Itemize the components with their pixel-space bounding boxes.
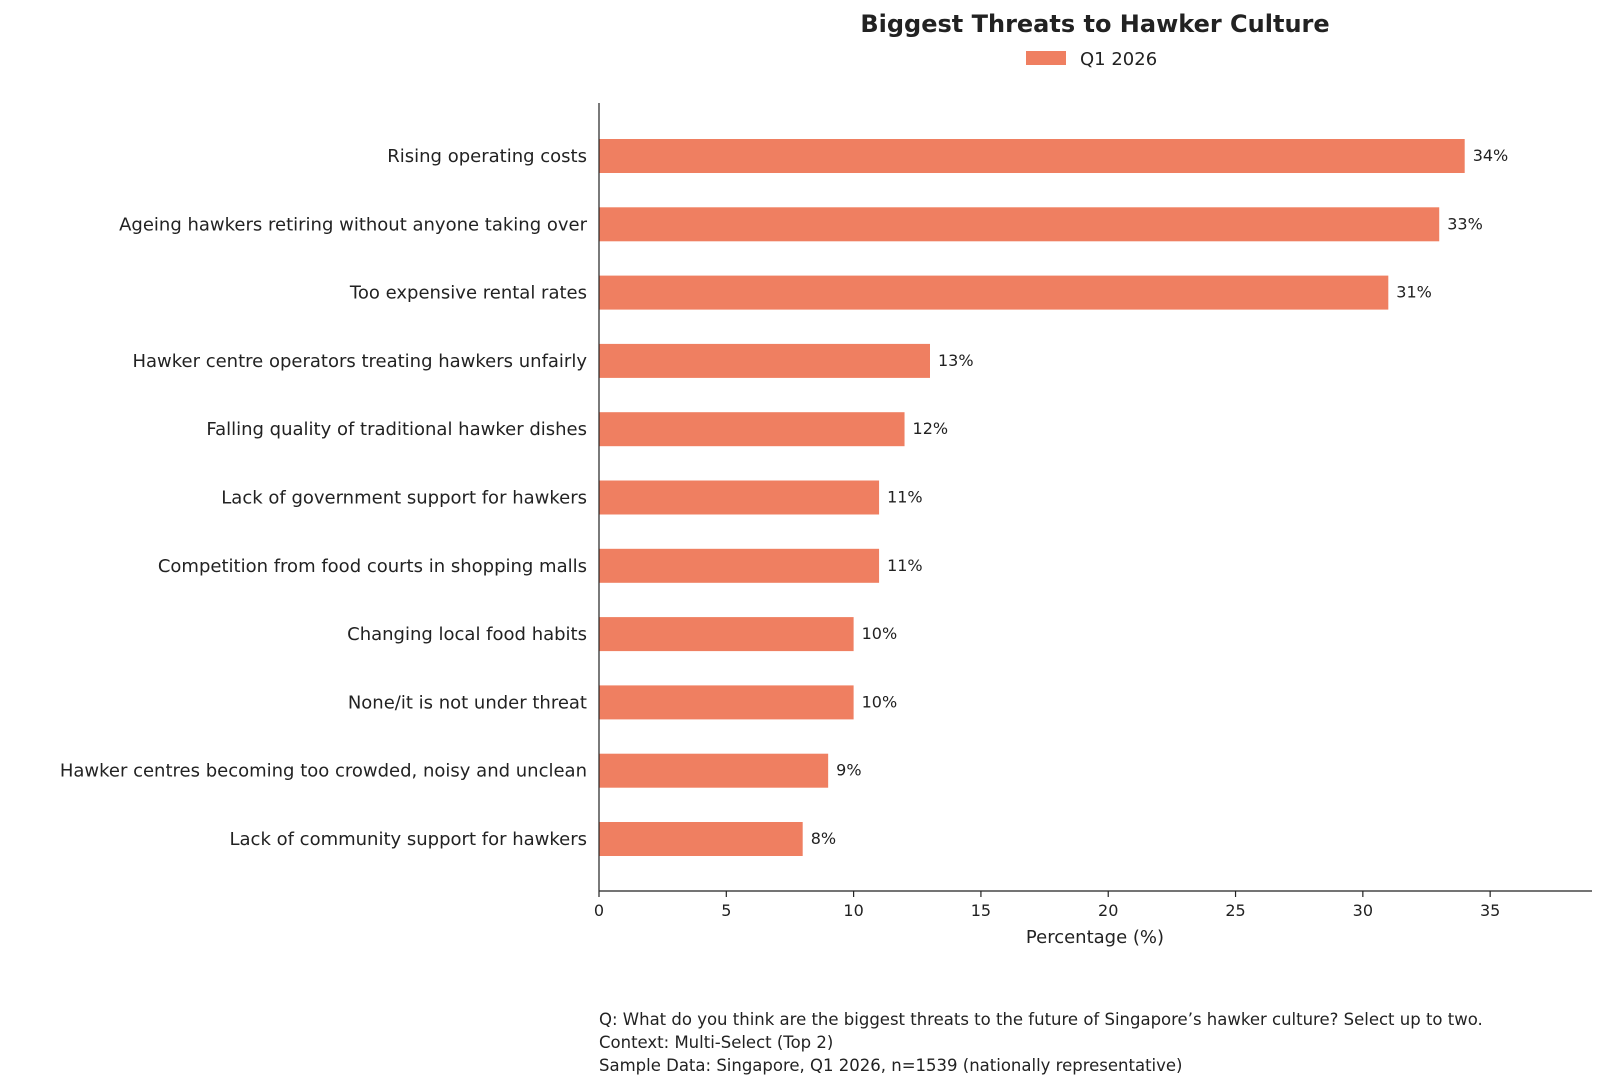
category-label: Hawker centre operators treating hawkers… <box>132 351 587 372</box>
data-label: 10% <box>862 692 898 711</box>
legend-label: Q1 2026 <box>1080 49 1157 70</box>
x-tick-label: 35 <box>1480 901 1500 920</box>
category-label: Changing local food habits <box>347 624 587 645</box>
category-label: Hawker centres becoming too crowded, noi… <box>60 761 587 782</box>
x-tick-label: 25 <box>1225 901 1245 920</box>
chart-title: Biggest Threats to Hawker Culture <box>860 10 1329 38</box>
bar <box>599 412 905 447</box>
bar <box>599 207 1440 242</box>
legend: Q1 2026 <box>1026 49 1157 70</box>
category-label: Lack of community support for hawkers <box>230 829 588 850</box>
category-label: Rising operating costs <box>387 146 587 167</box>
bars-layer <box>599 139 1465 856</box>
bar <box>599 343 930 378</box>
bar <box>599 480 880 515</box>
data-label: 34% <box>1473 146 1509 165</box>
category-label: Too expensive rental rates <box>349 283 587 304</box>
x-axis-ticks: 0 5 10 15 20 25 30 35 <box>594 891 1500 920</box>
data-label: 31% <box>1396 283 1432 302</box>
footnote-sample: Sample Data: Singapore, Q1 2026, n=1539 … <box>599 1056 1183 1075</box>
bar <box>599 548 880 583</box>
data-label: 12% <box>913 419 949 438</box>
legend-swatch <box>1026 51 1066 65</box>
data-label: 33% <box>1447 214 1483 233</box>
data-label: 13% <box>938 351 974 370</box>
bar <box>599 685 854 720</box>
bar <box>599 753 829 788</box>
data-label: 10% <box>862 624 898 643</box>
category-label: Falling quality of traditional hawker di… <box>206 419 587 440</box>
x-tick-label: 5 <box>721 901 731 920</box>
data-label: 8% <box>811 829 836 848</box>
category-labels: Rising operating costs Ageing hawkers ret… <box>60 146 588 850</box>
category-label: Lack of government support for hawkers <box>221 488 587 509</box>
footnote-question: Q: What do you think are the biggest thr… <box>599 1010 1483 1029</box>
value-labels: 34% 33% 31% 13% 12% 11% 11% 10% 10% 9% 8% <box>811 146 1509 848</box>
bar <box>599 822 803 856</box>
data-label: 11% <box>887 556 923 575</box>
footnotes: Q: What do you think are the biggest thr… <box>599 1010 1483 1075</box>
data-label: 9% <box>836 761 861 780</box>
data-label: 11% <box>887 488 923 507</box>
category-label: Ageing hawkers retiring without anyone t… <box>119 214 587 235</box>
category-label: None/it is not under threat <box>348 692 587 713</box>
x-tick-label: 20 <box>1098 901 1118 920</box>
x-tick-label: 0 <box>594 901 604 920</box>
x-tick-label: 30 <box>1353 901 1373 920</box>
category-label: Competition from food courts in shopping… <box>158 556 587 577</box>
footnote-context: Context: Multi-Select (Top 2) <box>599 1033 833 1052</box>
bar <box>599 275 1389 310</box>
bar <box>599 139 1465 173</box>
x-tick-label: 10 <box>843 901 863 920</box>
x-tick-label: 15 <box>971 901 991 920</box>
x-axis-label: Percentage (%) <box>1026 927 1164 948</box>
bar <box>599 617 854 652</box>
